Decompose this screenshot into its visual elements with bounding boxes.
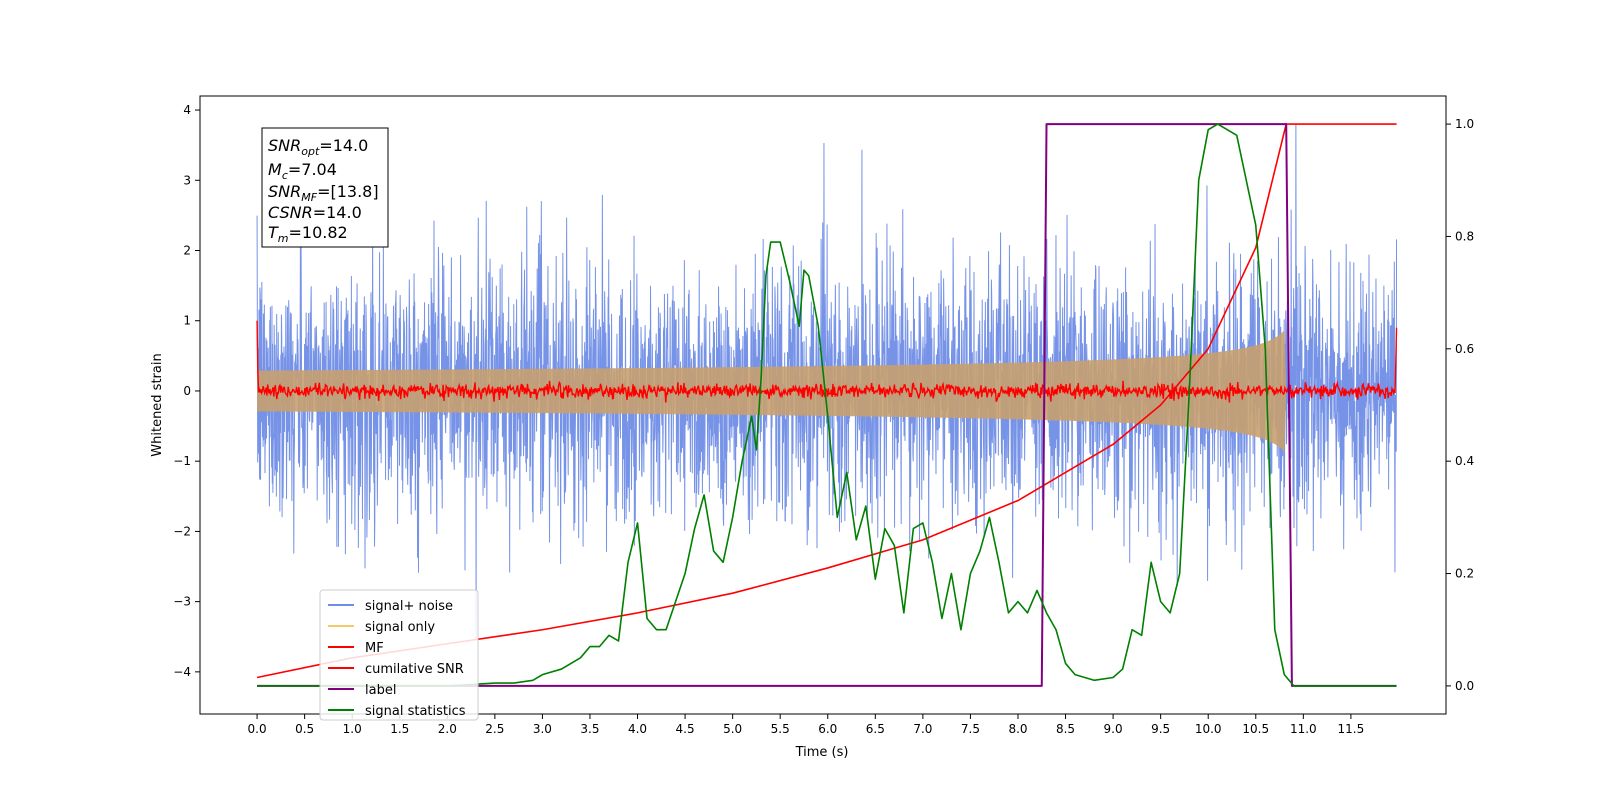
legend-entries: signal+ noise signal only MF cumilative SNR… bbox=[328, 599, 466, 719]
ticks-layer: 0.0 0.5 1.0 1.5 2.0 2.5 3.0 3.5 4.0 4.5 5.0 5.5 6.0 6… bbox=[173, 103, 1474, 736]
info-csnr-base: CSNR bbox=[268, 203, 313, 222]
legend-label: signal+ noise bbox=[365, 599, 453, 614]
y-right-tick-label: 0.2 bbox=[1455, 567, 1474, 581]
info-snr-mf: SNRMF=[13.8] bbox=[268, 182, 379, 204]
x-tick-label: 5.0 bbox=[723, 722, 742, 736]
info-snr-mf-sub: MF bbox=[301, 191, 317, 204]
legend: signal+ noise signal only MF cumilative SNR… bbox=[319, 589, 479, 721]
x-tick-label: 7.0 bbox=[913, 722, 932, 736]
y-left-tick-label: −2 bbox=[173, 524, 191, 538]
legend-frame bbox=[319, 589, 479, 721]
y-axis-title-left: Whitened strain bbox=[150, 353, 165, 456]
x-tick-label: 10.0 bbox=[1195, 722, 1222, 736]
x-tick-label: 11.0 bbox=[1290, 722, 1317, 736]
x-tick-label: 2.5 bbox=[485, 722, 504, 736]
y-left-tick-label: 1 bbox=[183, 314, 191, 328]
y-left-tick-label: 2 bbox=[183, 244, 191, 258]
info-mc: Mc=7.04 bbox=[268, 160, 337, 182]
info-tm-sub: m bbox=[278, 232, 289, 245]
x-tick-label: 6.5 bbox=[866, 722, 885, 736]
x-tick-label: 7.5 bbox=[961, 722, 980, 736]
series-signal-statistics bbox=[257, 123, 1397, 687]
y-left-tick-label: −3 bbox=[173, 595, 191, 609]
info-box: SNRopt=14.0 Mc=7.04 SNRMF=[13.8] CSNR=14… bbox=[261, 127, 389, 248]
x-tick-label: 4.5 bbox=[676, 722, 695, 736]
info-snr-mf-value: =[13.8] bbox=[317, 182, 379, 201]
series-cumulative-snr bbox=[256, 123, 1397, 679]
x-tick-label: 8.0 bbox=[1008, 722, 1027, 736]
legend-label: signal statistics bbox=[365, 704, 466, 719]
info-mc-value: =7.04 bbox=[288, 160, 337, 179]
x-tick-label: 0.0 bbox=[248, 722, 267, 736]
y-right-tick-label: 0.6 bbox=[1455, 342, 1474, 356]
legend-label: MF bbox=[365, 641, 384, 656]
x-tick-label: 6.0 bbox=[818, 722, 837, 736]
y-right-tick-label: 0.0 bbox=[1455, 679, 1474, 693]
x-tick-label: 3.0 bbox=[533, 722, 552, 736]
y-left-tick-label: −4 bbox=[173, 665, 191, 679]
info-mc-base: M bbox=[268, 160, 282, 179]
y-right-tick-label: 1.0 bbox=[1455, 117, 1474, 131]
x-axis-title: Time (s) bbox=[795, 745, 849, 760]
x-tick-label: 10.5 bbox=[1242, 722, 1269, 736]
x-tick-label: 1.0 bbox=[343, 722, 362, 736]
info-snr-opt-base: SNR bbox=[268, 136, 301, 155]
legend-label: label bbox=[365, 683, 396, 698]
x-tick-label: 3.5 bbox=[580, 722, 599, 736]
x-tick-label: 2.0 bbox=[438, 722, 457, 736]
info-tm-value: =10.82 bbox=[289, 223, 348, 242]
info-snr-mf-base: SNR bbox=[268, 182, 301, 201]
info-mc-sub: c bbox=[282, 169, 288, 182]
info-tm-base: T bbox=[268, 223, 279, 242]
info-snr-opt-sub: opt bbox=[301, 145, 320, 158]
info-csnr-value: =14.0 bbox=[313, 203, 362, 222]
x-tick-label: 9.5 bbox=[1151, 722, 1170, 736]
y-right-tick-label: 0.4 bbox=[1455, 454, 1474, 468]
x-tick-label: 4.0 bbox=[628, 722, 647, 736]
y-left-tick-label: 0 bbox=[183, 384, 191, 398]
x-tick-label: 0.5 bbox=[295, 722, 314, 736]
info-csnr: CSNR=14.0 bbox=[268, 203, 362, 222]
info-snr-opt-value: =14.0 bbox=[319, 136, 368, 155]
x-tick-label: 5.5 bbox=[771, 722, 790, 736]
plot-frame bbox=[199, 95, 1447, 715]
x-tick-label: 8.5 bbox=[1056, 722, 1075, 736]
series-mf bbox=[256, 320, 1398, 403]
x-tick-label: 9.0 bbox=[1104, 722, 1123, 736]
plot-layer bbox=[256, 123, 1398, 687]
info-tm: Tm=10.82 bbox=[268, 223, 348, 245]
info-box-frame bbox=[261, 127, 389, 248]
info-snr-opt: SNRopt=14.0 bbox=[268, 136, 368, 158]
y-left-tick-label: 3 bbox=[183, 173, 191, 187]
x-tick-label: 11.5 bbox=[1338, 722, 1365, 736]
legend-label: cumilative SNR bbox=[365, 662, 464, 677]
legend-label: signal only bbox=[365, 620, 435, 635]
y-left-tick-label: 4 bbox=[183, 103, 191, 117]
x-tick-label: 1.5 bbox=[390, 722, 409, 736]
y-left-tick-label: −1 bbox=[173, 454, 191, 468]
y-right-tick-label: 0.8 bbox=[1455, 229, 1474, 243]
